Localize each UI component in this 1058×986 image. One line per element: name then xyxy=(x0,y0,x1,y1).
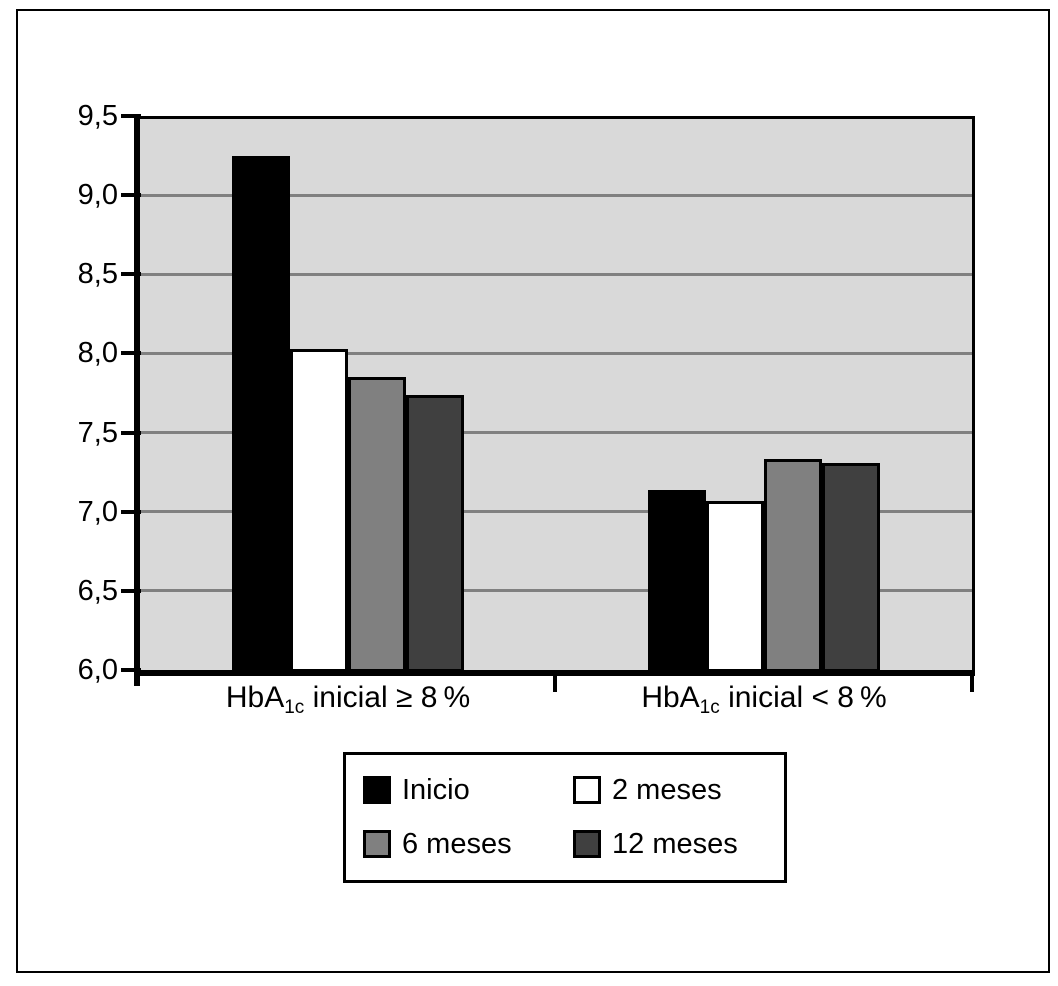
legend-item-12-meses: 12 meses xyxy=(573,828,784,861)
legend-swatch xyxy=(573,776,601,804)
gridline xyxy=(140,589,972,593)
bar-2-meses-group2 xyxy=(706,500,764,672)
bar-6-meses-group2 xyxy=(764,459,822,672)
gridline xyxy=(140,193,972,197)
y-axis-tick xyxy=(121,509,141,514)
gridline xyxy=(140,272,972,276)
subscript: 1c xyxy=(699,697,720,718)
bar-12-meses-group1 xyxy=(406,394,464,672)
legend-swatch xyxy=(363,830,391,858)
legend-label: 6 meses xyxy=(402,827,512,860)
category-label: HbA1c inicial ≥ 8 % xyxy=(225,681,471,718)
bar-6-meses-group1 xyxy=(348,377,406,672)
legend-label: 12 meses xyxy=(612,827,738,860)
y-axis-tick xyxy=(121,272,141,277)
legend-swatch xyxy=(573,830,601,858)
y-axis-line xyxy=(134,114,140,686)
y-axis-tick xyxy=(121,588,141,593)
y-axis-tick-label: 6,5 xyxy=(77,574,118,607)
gridline xyxy=(140,510,972,514)
legend-item-inicio: Inicio xyxy=(363,774,573,807)
category-axis-tick xyxy=(970,676,974,692)
y-axis-tick xyxy=(121,114,141,118)
gridline xyxy=(140,351,972,355)
y-axis-tick-label: 7,0 xyxy=(77,495,118,528)
gridline xyxy=(140,431,972,435)
bar-12-meses-group2 xyxy=(822,462,880,672)
y-axis-tick xyxy=(121,430,141,435)
y-axis-tick xyxy=(121,351,141,356)
bar-inicio-group1 xyxy=(232,155,290,672)
legend-item-6-meses: 6 meses xyxy=(363,828,573,861)
legend-label: Inicio xyxy=(402,773,470,806)
y-axis-tick-label: 7,5 xyxy=(77,416,118,449)
category-label: HbA1c inicial < 8 % xyxy=(641,681,887,718)
category-axis-tick xyxy=(553,676,557,692)
y-axis-tick-label: 9,0 xyxy=(77,179,118,212)
y-axis-tick-label: 8,0 xyxy=(77,337,118,370)
x-axis-line xyxy=(134,670,975,676)
legend-label: 2 meses xyxy=(612,773,722,806)
y-axis-tick-label: 8,5 xyxy=(77,258,118,291)
y-axis-tick-label: 9,5 xyxy=(77,100,118,132)
legend-item-2-meses: 2 meses xyxy=(573,774,784,807)
y-axis-tick-label: 6,0 xyxy=(77,654,118,686)
bar-2-meses-group1 xyxy=(290,348,348,672)
figure-frame xyxy=(16,9,1050,973)
bar-inicio-group2 xyxy=(648,489,706,672)
y-axis-tick xyxy=(121,668,141,672)
legend-box: Inicio 2 meses 6 meses 12 meses xyxy=(343,752,787,883)
subscript: 1c xyxy=(284,697,305,718)
legend-swatch xyxy=(363,776,391,804)
y-axis-tick xyxy=(121,193,141,198)
